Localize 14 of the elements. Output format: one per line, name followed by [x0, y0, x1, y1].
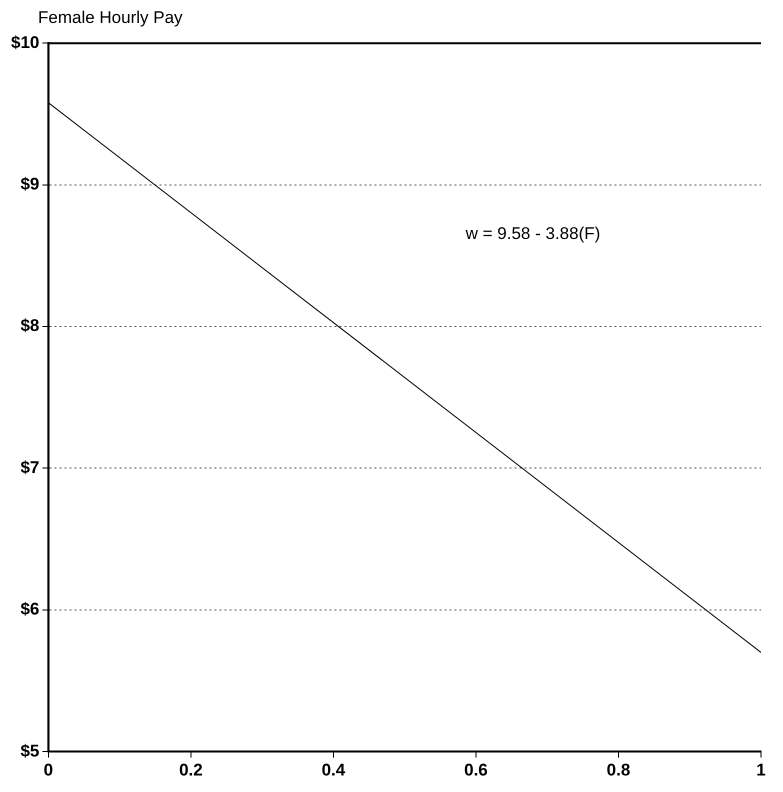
x-tick-label: 0	[44, 760, 54, 780]
y-axis-title: Female Hourly Pay	[38, 8, 184, 29]
annotation: w = 9.58 - 3.88(F)	[464, 224, 600, 244]
y-tick-label: $9	[20, 174, 40, 194]
x-tick-label: 1	[756, 760, 766, 780]
y-tick-label: $7	[20, 458, 40, 477]
y-tick-label: $5	[20, 741, 40, 760]
x-tick-label: 0.2	[179, 760, 203, 780]
x-tick-label: 0.8	[606, 760, 630, 780]
y-tick-label: $10	[10, 32, 40, 52]
y-tick-label: $8	[20, 316, 40, 336]
x-tick-label: 0.6	[464, 760, 488, 780]
y-tick-label: $6	[20, 600, 40, 619]
x-tick-label: 0.4	[322, 760, 346, 780]
